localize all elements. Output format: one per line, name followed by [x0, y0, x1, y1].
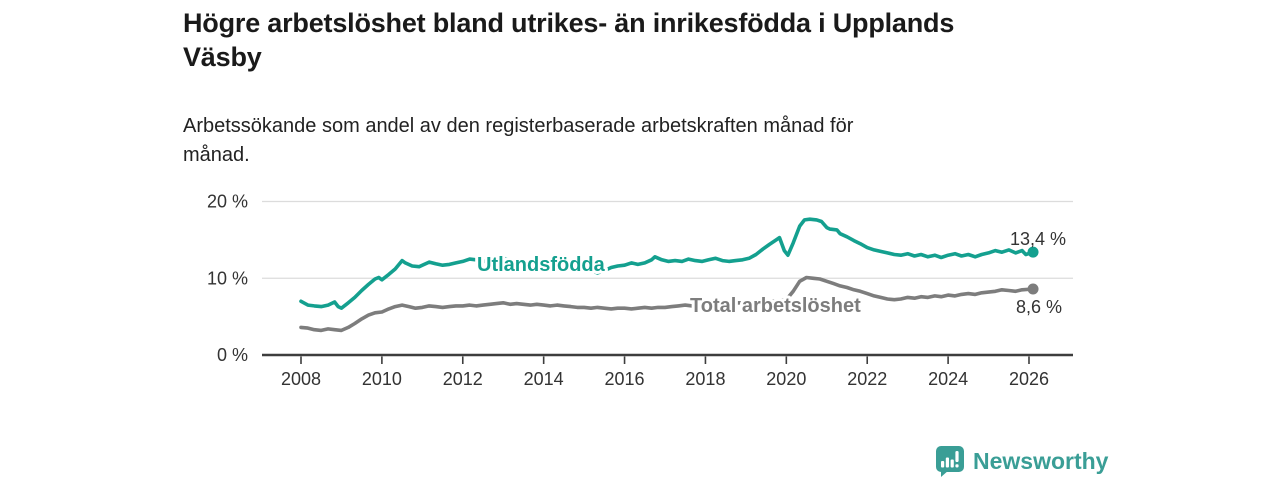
- speech-bubble-bar-chart-icon: [936, 446, 964, 477]
- end-value-total-arbetsloshet: 8,6 %: [1016, 297, 1062, 317]
- series-lines: [299, 217, 1035, 333]
- series-line-0: [299, 217, 1035, 311]
- x-tick-label: 2008: [281, 369, 321, 389]
- series-end-dot-0: [1027, 246, 1039, 258]
- series-label-total-arbetsloshet: Total arbetslöshet: [690, 295, 861, 317]
- x-tick-label: 2014: [524, 369, 564, 389]
- end-value-utlandsfodda: 13,4 %: [1010, 229, 1066, 249]
- x-tick-label: 2010: [362, 369, 402, 389]
- y-tick-label: 10 %: [207, 268, 248, 288]
- x-tick-label: 2022: [847, 369, 887, 389]
- y-tick-label: 0 %: [217, 345, 248, 365]
- gridlines: [262, 200, 1073, 279]
- x-tick-label: 2024: [928, 369, 968, 389]
- brand-name: Newsworthy: [973, 447, 1109, 474]
- x-tick-label: 2018: [685, 369, 725, 389]
- series-line-1: [299, 275, 1035, 333]
- series-label-utlandsfodda: Utlandsfödda: [477, 254, 606, 276]
- x-tick-label: 2012: [443, 369, 483, 389]
- y-tick-label: 20 %: [207, 192, 248, 212]
- page-title: Högre arbetslöshet bland utrikes- än inr…: [183, 8, 955, 72]
- x-tick-label: 2026: [1009, 369, 1049, 389]
- series-end-dot-1: [1027, 283, 1039, 295]
- y-axis-labels: 0 % 10 % 20 %: [207, 192, 248, 366]
- x-axis: [262, 353, 1073, 364]
- x-tick-label: 2016: [605, 369, 645, 389]
- newsworthy-logo: Newsworthy: [933, 444, 1108, 478]
- x-axis-labels: 2008 2010 2012 2014 2016 2018 2020 2022 2024 2026: [281, 369, 1049, 389]
- series-end-dots: [1027, 246, 1039, 295]
- page-subtitle: Arbetssökande som andel av den registerb…: [183, 115, 854, 166]
- x-tick-label: 2020: [766, 369, 806, 389]
